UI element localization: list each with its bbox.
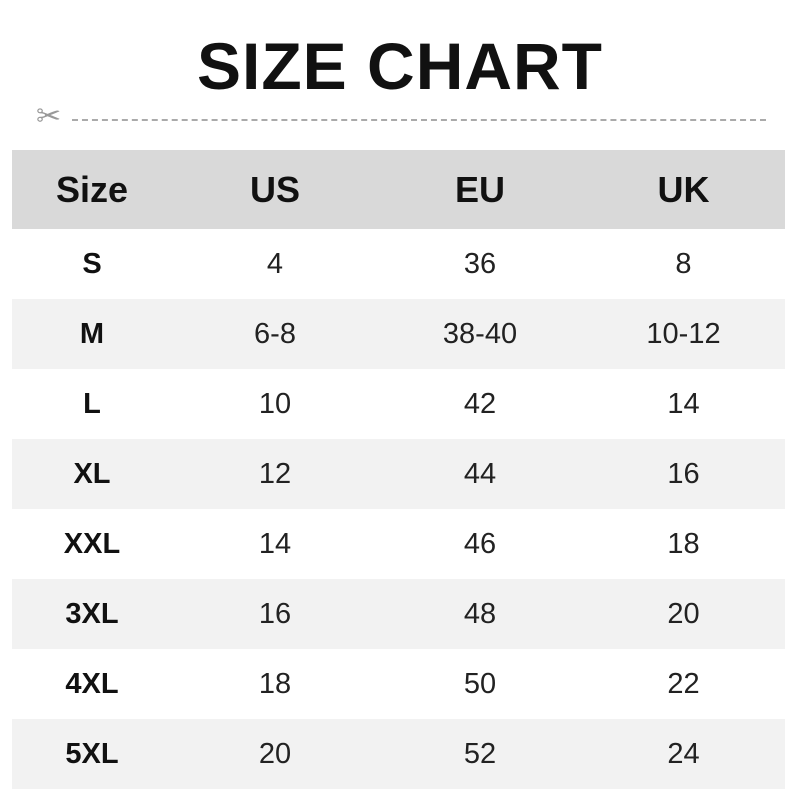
table-row: 5XL 20 52 24: [12, 719, 785, 789]
dashed-line: [72, 119, 766, 121]
cell-us: 16: [172, 579, 378, 649]
cell-us: 4: [266, 247, 284, 280]
cell-eu: 48: [378, 579, 582, 649]
table-row: 3XL 16 48 20: [12, 579, 785, 649]
cell-us: 18: [258, 667, 292, 700]
cell-size: 5XL: [12, 719, 172, 789]
cell-eu: 36: [463, 247, 497, 280]
cell-us: 14: [258, 527, 292, 560]
cell-us: 10: [258, 387, 292, 420]
table-row: XL 12 44 16: [12, 439, 785, 509]
cell-size: XXL: [63, 527, 121, 560]
cell-uk: 10-12: [582, 299, 785, 369]
cell-eu: 46: [463, 527, 497, 560]
cell-uk: 22: [667, 667, 700, 700]
table-row: L 10 42 14: [12, 369, 785, 439]
cell-us: 6-8: [172, 299, 378, 369]
cell-eu: 44: [378, 439, 582, 509]
table-row: XXL 14 46 18: [12, 509, 785, 579]
cell-uk: 18: [667, 527, 700, 560]
header-size: Size: [12, 150, 172, 229]
cell-size: S: [82, 247, 102, 280]
cell-size: XL: [12, 439, 172, 509]
cell-eu: 52: [378, 719, 582, 789]
header-uk: UK: [582, 150, 785, 229]
header-eu: EU: [378, 150, 582, 229]
cell-eu: 50: [463, 667, 497, 700]
cell-uk: 24: [582, 719, 785, 789]
cell-size: 4XL: [65, 667, 119, 700]
table-row: 4XL 18 50 22: [12, 649, 785, 719]
size-table: Size US EU UK S 4 36 8 M 6-8 38-40 10-12 L 10 42 14…: [12, 150, 785, 789]
cell-uk: 8: [675, 247, 692, 280]
page-title: SIZE CHART: [197, 29, 603, 103]
table-row: S 4 36 8: [12, 229, 785, 299]
header-row: Size US EU UK: [12, 150, 785, 229]
cut-line: ✂: [36, 102, 766, 132]
cell-eu: 42: [463, 387, 497, 420]
cell-uk: 14: [667, 387, 700, 420]
scissors-icon: ✂: [36, 100, 62, 133]
cell-eu: 38-40: [378, 299, 582, 369]
cell-size: M: [12, 299, 172, 369]
table-row: M 6-8 38-40 10-12: [12, 299, 785, 369]
cell-size: 3XL: [12, 579, 172, 649]
header-us: US: [172, 150, 378, 229]
cell-uk: 16: [582, 439, 785, 509]
cell-us: 20: [172, 719, 378, 789]
cell-us: 12: [172, 439, 378, 509]
cell-size: L: [83, 387, 101, 420]
cell-uk: 20: [582, 579, 785, 649]
